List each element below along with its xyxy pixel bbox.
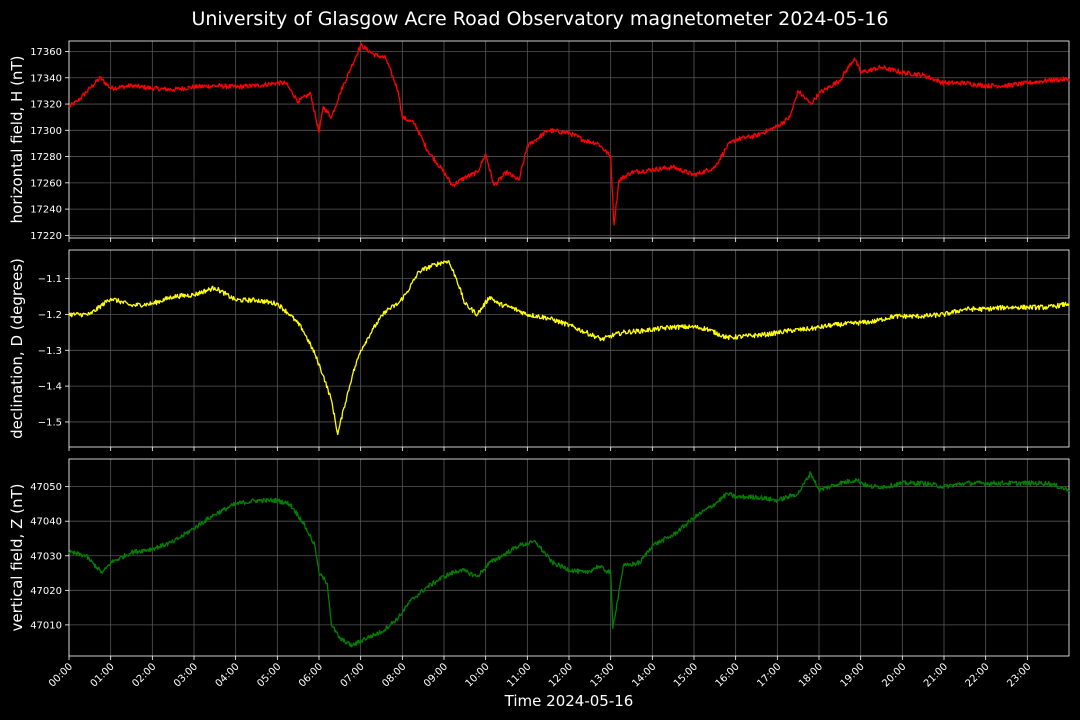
y-tick-label: 17260 (30, 178, 62, 189)
x-tick-label: 02:00 (130, 661, 158, 689)
y-tick-label: 17340 (30, 73, 62, 84)
x-tick-label: 12:00 (547, 661, 575, 689)
x-axis-label: Time 2024-05-16 (504, 692, 634, 710)
y-tick-label: 17360 (30, 47, 62, 58)
y-tick-label: 47030 (30, 551, 62, 562)
y-tick-label: −1.4 (38, 382, 62, 393)
page-title: University of Glasgow Acre Road Observat… (191, 8, 889, 30)
x-tick-label: 19:00 (839, 661, 867, 689)
series-line (68, 471, 1070, 648)
y-tick-label: 17300 (30, 126, 62, 137)
x-tick-label: 13:00 (589, 661, 617, 689)
x-tick-label: 16:00 (714, 661, 742, 689)
y-tick-label: 47010 (30, 620, 62, 631)
y-tick-label: −1.2 (38, 310, 62, 321)
x-tick-label: 04:00 (214, 661, 242, 689)
x-tick-label: 23:00 (1005, 661, 1033, 689)
y-tick-label: −1.1 (38, 274, 62, 285)
x-tick-label: 08:00 (380, 661, 408, 689)
y-tick-label: 17320 (30, 100, 62, 111)
y-axis-label: declination, D (degrees) (8, 258, 26, 439)
x-tick-label: 10:00 (464, 661, 492, 689)
y-tick-label: −1.5 (38, 417, 62, 428)
series-line (68, 42, 1070, 226)
x-tick-label: 22:00 (964, 661, 992, 689)
x-tick-label: 00:00 (47, 661, 75, 689)
y-tick-label: 17220 (30, 231, 62, 242)
x-tick-label: 11:00 (505, 661, 533, 689)
y-tick-label: 17240 (30, 205, 62, 216)
x-tick-label: 15:00 (672, 661, 700, 689)
x-tick-label: 05:00 (255, 661, 283, 689)
y-tick-label: 47040 (30, 517, 62, 528)
x-tick-label: 17:00 (755, 661, 783, 689)
x-tick-label: 14:00 (630, 661, 658, 689)
x-tick-label: 18:00 (797, 661, 825, 689)
y-axis-label: horizontal field, H (nT) (8, 56, 26, 224)
y-tick-label: −1.3 (38, 346, 62, 357)
series-line (68, 260, 1070, 436)
y-axis-label: vertical field, Z (nT) (8, 483, 26, 631)
panel-frame (68, 40, 1070, 239)
y-tick-label: 47050 (30, 482, 62, 493)
y-tick-label: 47020 (30, 586, 62, 597)
x-tick-label: 20:00 (880, 661, 908, 689)
x-tick-label: 01:00 (89, 661, 117, 689)
x-tick-label: 21:00 (922, 661, 950, 689)
panel-frame (68, 249, 1070, 448)
x-tick-label: 07:00 (339, 661, 367, 689)
x-tick-label: 09:00 (422, 661, 450, 689)
y-tick-label: 17280 (30, 152, 62, 163)
x-tick-label: 03:00 (172, 661, 200, 689)
x-tick-label: 06:00 (297, 661, 325, 689)
panel-frame (68, 458, 1070, 657)
